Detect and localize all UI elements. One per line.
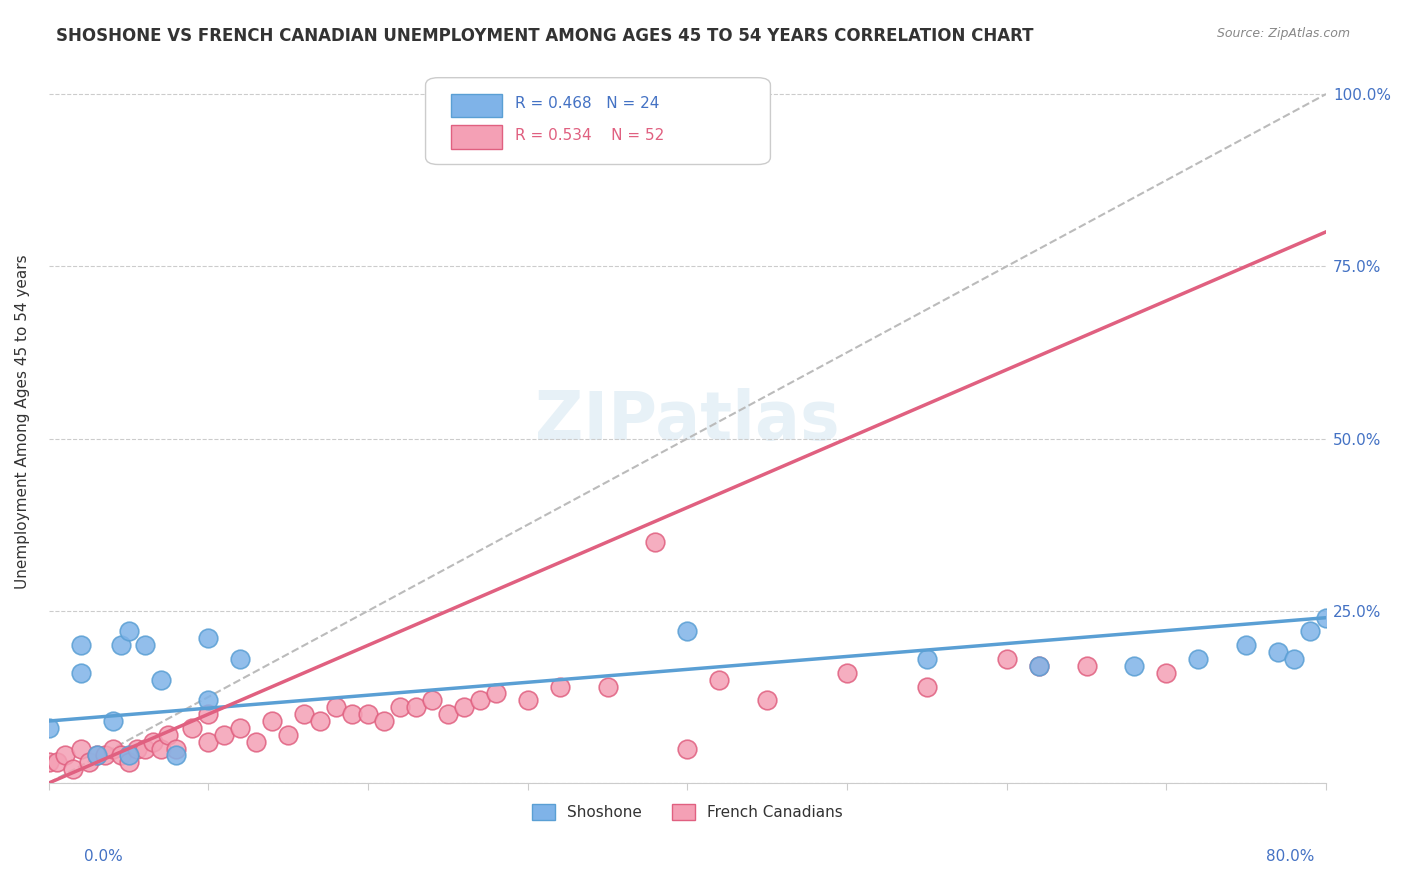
Point	[197, 707, 219, 722]
Point	[149, 673, 172, 687]
Point	[86, 748, 108, 763]
Point	[1028, 659, 1050, 673]
Point	[214, 728, 236, 742]
FancyBboxPatch shape	[426, 78, 770, 164]
Point	[1028, 659, 1050, 673]
Text: Source: ZipAtlas.com: Source: ZipAtlas.com	[1216, 27, 1350, 40]
Point	[676, 741, 699, 756]
Point	[197, 735, 219, 749]
Point	[1267, 645, 1289, 659]
Point	[596, 680, 619, 694]
Point	[125, 741, 148, 756]
Point	[134, 741, 156, 756]
Point	[373, 714, 395, 728]
Point	[69, 665, 91, 680]
Point	[245, 735, 267, 749]
Text: SHOSHONE VS FRENCH CANADIAN UNEMPLOYMENT AMONG AGES 45 TO 54 YEARS CORRELATION C: SHOSHONE VS FRENCH CANADIAN UNEMPLOYMENT…	[56, 27, 1033, 45]
Point	[1156, 665, 1178, 680]
Point	[101, 714, 124, 728]
Point	[149, 741, 172, 756]
Point	[1076, 659, 1098, 673]
Point	[117, 624, 139, 639]
Text: 80.0%: 80.0%	[1267, 849, 1315, 863]
Y-axis label: Unemployment Among Ages 45 to 54 years: Unemployment Among Ages 45 to 54 years	[15, 254, 30, 589]
Point	[262, 714, 284, 728]
Point	[197, 693, 219, 707]
Point	[62, 762, 84, 776]
Point	[117, 756, 139, 770]
Legend: Shoshone, French Canadians: Shoshone, French Canadians	[526, 797, 849, 826]
Point	[835, 665, 858, 680]
Point	[516, 693, 538, 707]
Point	[548, 680, 571, 694]
Point	[117, 748, 139, 763]
Point	[166, 741, 188, 756]
Point	[110, 748, 132, 763]
Point	[1299, 624, 1322, 639]
Point	[69, 638, 91, 652]
Point	[101, 741, 124, 756]
FancyBboxPatch shape	[451, 95, 502, 118]
Point	[644, 535, 666, 549]
Text: R = 0.468   N = 24: R = 0.468 N = 24	[515, 95, 659, 111]
Point	[915, 652, 938, 666]
Point	[45, 756, 67, 770]
Point	[756, 693, 779, 707]
Point	[134, 638, 156, 652]
Point	[709, 673, 731, 687]
Point	[157, 728, 180, 742]
Point	[468, 693, 491, 707]
Point	[325, 700, 347, 714]
Point	[229, 721, 252, 735]
Point	[110, 638, 132, 652]
Point	[77, 756, 100, 770]
FancyBboxPatch shape	[451, 126, 502, 149]
Point	[676, 624, 699, 639]
Point	[1315, 610, 1337, 624]
Point	[93, 748, 115, 763]
Point	[995, 652, 1018, 666]
Point	[166, 748, 188, 763]
Point	[38, 721, 60, 735]
Point	[420, 693, 443, 707]
Point	[1282, 652, 1305, 666]
Point	[915, 680, 938, 694]
Point	[292, 707, 315, 722]
Point	[197, 632, 219, 646]
Point	[405, 700, 427, 714]
Point	[1123, 659, 1146, 673]
Point	[277, 728, 299, 742]
Point	[53, 748, 76, 763]
Point	[38, 756, 60, 770]
Point	[437, 707, 460, 722]
Point	[69, 741, 91, 756]
Point	[357, 707, 380, 722]
Point	[86, 748, 108, 763]
Point	[1187, 652, 1209, 666]
Point	[181, 721, 204, 735]
Point	[340, 707, 363, 722]
Point	[309, 714, 332, 728]
Point	[485, 686, 508, 700]
Point	[229, 652, 252, 666]
Point	[453, 700, 475, 714]
Text: ZIPatlas: ZIPatlas	[536, 388, 839, 454]
Text: R = 0.534    N = 52: R = 0.534 N = 52	[515, 128, 664, 143]
Text: 0.0%: 0.0%	[84, 849, 124, 863]
Point	[141, 735, 163, 749]
Point	[389, 700, 412, 714]
Point	[1234, 638, 1257, 652]
